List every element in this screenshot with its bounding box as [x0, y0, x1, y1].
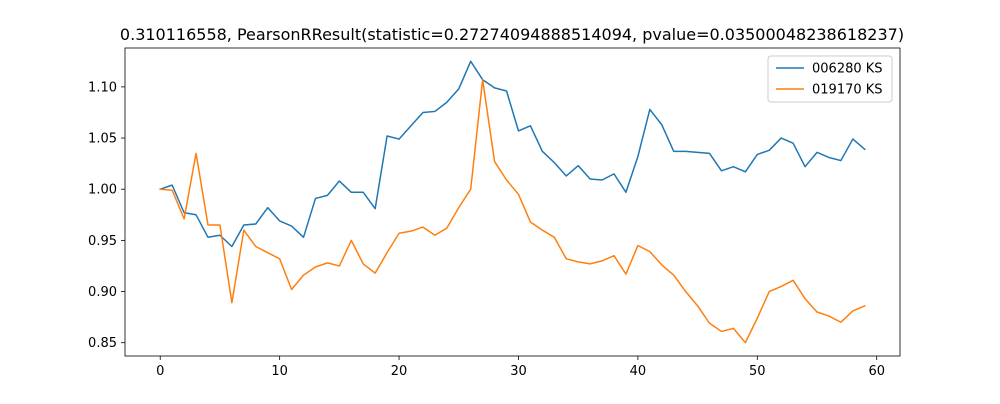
y-tick-label: 0.95: [88, 234, 117, 249]
x-tick-label: 10: [271, 364, 288, 379]
y-tick-label: 1.10: [88, 80, 117, 95]
legend-label-1: 019170 KS: [812, 83, 883, 98]
x-tick-label: 20: [391, 364, 408, 379]
x-tick-label: 0: [156, 364, 164, 379]
x-tick-label: 50: [749, 364, 766, 379]
x-tick-label: 30: [510, 364, 527, 379]
chart-title: 0.310116558, PearsonRResult(statistic=0.…: [120, 25, 904, 44]
axes-frame: [124, 47, 901, 357]
y-tick-label: 1.00: [88, 183, 117, 198]
y-axis: 0.85 0.90 0.95 1.00 1.05 1.10: [88, 80, 125, 351]
series-line-1: [159, 78, 866, 344]
x-tick-label: 60: [868, 364, 885, 379]
x-axis: 0 10 20 30 40 50 60: [156, 356, 885, 379]
plot-area: [159, 60, 866, 344]
series-line-0: [159, 60, 866, 248]
legend-label-0: 006280 KS: [812, 62, 883, 77]
legend: 006280 KS 019170 KS: [767, 55, 893, 103]
y-tick-label: 0.85: [88, 336, 117, 351]
x-tick-label: 40: [630, 364, 647, 379]
y-tick-label: 0.90: [88, 285, 117, 300]
y-tick-label: 1.05: [88, 132, 117, 147]
